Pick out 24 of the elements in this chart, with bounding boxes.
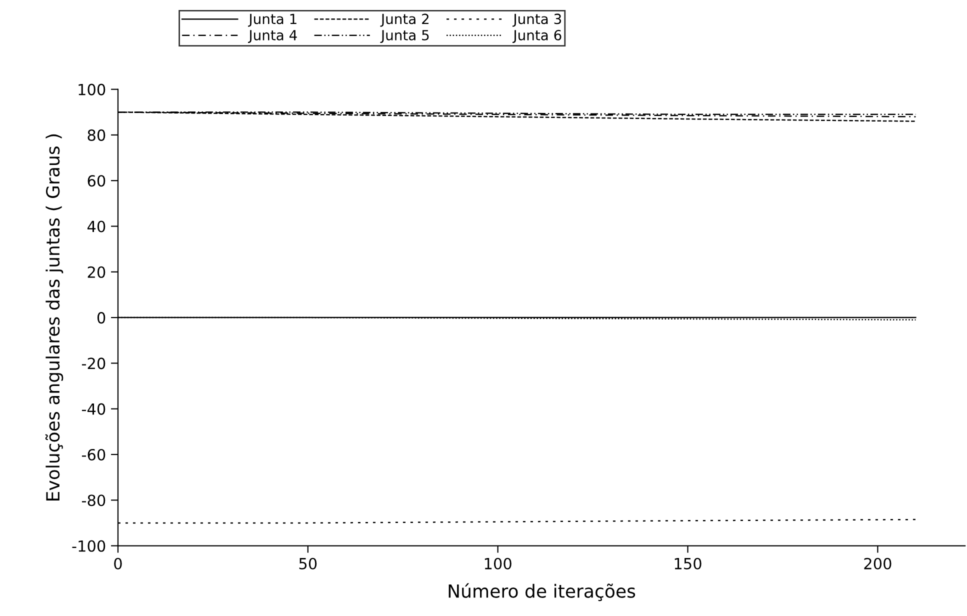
x-tick-label: 100 (484, 558, 512, 570)
y-tick-label: 0 (97, 312, 106, 324)
y-tick-label: 20 (88, 266, 106, 278)
x-axis-title: Número de iterações (448, 583, 636, 602)
x-tick-label: 200 (864, 558, 892, 570)
legend-label: Junta 6 (512, 30, 562, 43)
y-tick-label: 60 (88, 175, 106, 187)
y-tick-label: -60 (82, 448, 106, 461)
y-tick-label: 40 (87, 220, 106, 232)
y-tick-label: 100 (78, 84, 106, 96)
legend-label: Junta 4 (248, 30, 297, 43)
legend-label: Junta 5 (380, 30, 429, 43)
y-tick-label: -100 (72, 540, 106, 552)
y-tick-label: -40 (82, 403, 106, 415)
y-tick-label: -20 (82, 358, 106, 370)
y-tick-label: -80 (82, 494, 106, 506)
y-tick-label: 80 (88, 129, 106, 141)
legend-label: Junta 1 (248, 14, 296, 27)
x-tick-label: 0 (114, 558, 122, 570)
y-axis-title: Evoluções angulares das juntas ( Graus ) (45, 134, 64, 500)
legend-label: Junta 3 (512, 14, 562, 27)
x-tick-label: 150 (674, 558, 702, 570)
legend-label: Junta 2 (380, 14, 428, 27)
x-tick-label: 50 (299, 558, 317, 570)
